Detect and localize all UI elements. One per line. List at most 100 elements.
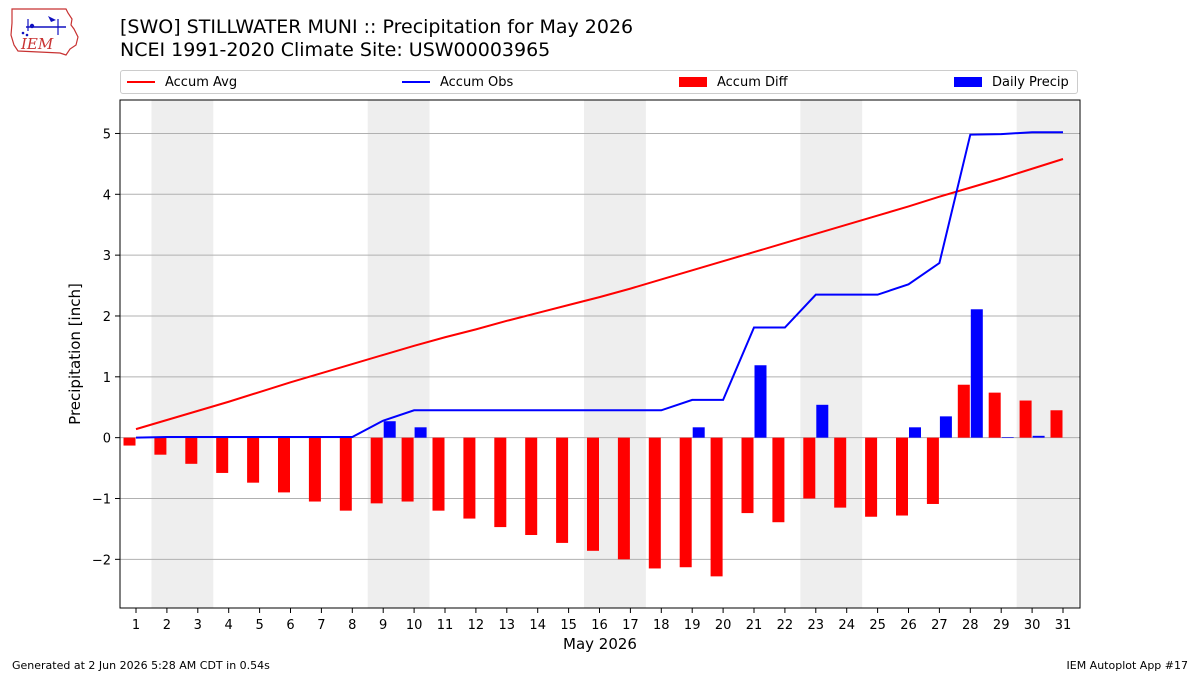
accum-diff-bar [587, 437, 599, 551]
legend-swatch-accum-avg [127, 81, 155, 83]
accum-diff-bar [865, 437, 878, 517]
daily-precip-bar [970, 309, 983, 438]
x-tick-label: 26 [900, 618, 917, 633]
x-tick-label: 5 [255, 618, 263, 633]
legend-swatch-accum-diff [679, 77, 707, 87]
weekend-bands [151, 100, 1079, 608]
x-tick-label: 31 [1055, 618, 1072, 633]
x-tick-label: 28 [962, 618, 979, 633]
weekend-band [151, 100, 214, 608]
daily-precip-bar [909, 427, 921, 438]
accum-diff-bar [988, 392, 1001, 438]
accum-diff-bar [247, 437, 260, 483]
accum-diff-bar [432, 437, 445, 511]
legend-label-accum-obs: Accum Obs [440, 74, 514, 90]
accum-diff-bar [772, 437, 785, 523]
y-tick-label: 0 [103, 432, 111, 447]
accum-diff-bar [896, 437, 908, 516]
accum-diff-bar [370, 437, 383, 504]
y-tick-label: 4 [103, 188, 111, 203]
x-tick-label: 14 [529, 618, 546, 633]
accum-diff-bar [1019, 400, 1032, 438]
gridlines [120, 132, 1080, 560]
weekend-band [800, 100, 863, 608]
accum-diff-bar [710, 437, 723, 577]
y-tick-label: 2 [103, 310, 111, 325]
weekend-band [1016, 100, 1079, 608]
accum-diff-bar [1050, 410, 1063, 438]
daily-precip-bar [939, 416, 952, 438]
y-tick-label: 5 [103, 127, 111, 142]
x-tick-label: 7 [317, 618, 325, 633]
accum-diff-bar [494, 437, 507, 528]
x-tick-label: 24 [838, 618, 855, 633]
x-tick-label: 8 [348, 618, 356, 633]
x-tick-label: 17 [622, 618, 639, 633]
accum-obs-line [135, 131, 1063, 439]
accum-diff-bar [926, 437, 939, 504]
legend-label-daily-precip: Daily Precip [992, 74, 1069, 90]
legend-label-accum-diff: Accum Diff [717, 74, 788, 90]
accum-diff-bar [556, 437, 569, 543]
x-tick-label: 27 [931, 618, 948, 633]
daily-precip-bar [816, 404, 829, 438]
legend-item-accum-obs: Accum Obs [402, 71, 513, 93]
weekend-band [584, 100, 646, 608]
accum-diff-bar [834, 437, 847, 508]
x-axis-label: May 2026 [563, 635, 637, 653]
legend: Accum Avg Accum Obs Accum Diff Daily Pre… [120, 70, 1078, 94]
x-tick-label: 1 [132, 618, 140, 633]
x-tick-label: 11 [437, 618, 454, 633]
iem-logo-text: IEM [20, 35, 54, 53]
plot-frame [119, 99, 1081, 609]
line-series [135, 131, 1064, 439]
y-tick-label: 3 [103, 249, 111, 264]
accum-diff-bar [679, 437, 692, 568]
x-tick-label: 3 [194, 618, 202, 633]
daily-precip-bar [1032, 435, 1045, 438]
accum-diff-bar [278, 437, 290, 493]
x-tick-label: 12 [468, 618, 485, 633]
x-tick-label: 13 [499, 618, 516, 633]
iem-logo: IEM [10, 8, 79, 56]
x-tick-label: 30 [1024, 618, 1041, 633]
x-tick-label: 9 [379, 618, 387, 633]
x-tick-label: 2 [163, 618, 171, 633]
x-tick-label: 25 [869, 618, 886, 633]
accum-diff-bar [741, 437, 754, 514]
weekend-band [367, 100, 430, 608]
accum-diff-bar [123, 437, 136, 446]
daily-precip-bar [1001, 437, 1014, 438]
accum-diff-bar [339, 437, 352, 511]
bar-series [123, 309, 1063, 577]
accum-diff-bar [216, 437, 229, 473]
accum-diff-bar [648, 437, 661, 569]
daily-precip-bar [414, 427, 427, 438]
chart-title: [SWO] STILLWATER MUNI :: Precipitation f… [120, 16, 634, 38]
y-tick-label: −2 [92, 553, 111, 568]
x-tick-label: 6 [286, 618, 294, 633]
x-tick-label: 4 [225, 618, 233, 633]
legend-swatch-accum-obs [402, 81, 430, 83]
accum-avg-line [135, 158, 1064, 431]
y-tick-label: −1 [92, 492, 111, 507]
accum-diff-bar [185, 437, 198, 464]
legend-swatch-daily-precip [954, 77, 982, 87]
generated-timestamp: Generated at 2 Jun 2026 5:28 AM CDT in 0… [12, 659, 270, 672]
x-tick-label: 18 [653, 618, 670, 633]
accum-diff-bar [463, 437, 476, 519]
legend-item-accum-avg: Accum Avg [127, 71, 237, 93]
x-tick-label: 23 [808, 618, 825, 633]
accum-diff-bar [154, 437, 167, 455]
daily-precip-bar [383, 421, 396, 438]
accum-diff-bar [617, 437, 630, 560]
accum-diff-bar [525, 437, 538, 535]
x-tick-label: 20 [715, 618, 732, 633]
x-tick-label: 16 [591, 618, 608, 633]
legend-label-accum-avg: Accum Avg [165, 74, 238, 90]
x-tick-label: 19 [684, 618, 701, 633]
accum-diff-bar [401, 437, 414, 502]
x-tick-label: 15 [560, 618, 577, 633]
chart-subtitle: NCEI 1991-2020 Climate Site: USW00003965 [120, 39, 551, 61]
